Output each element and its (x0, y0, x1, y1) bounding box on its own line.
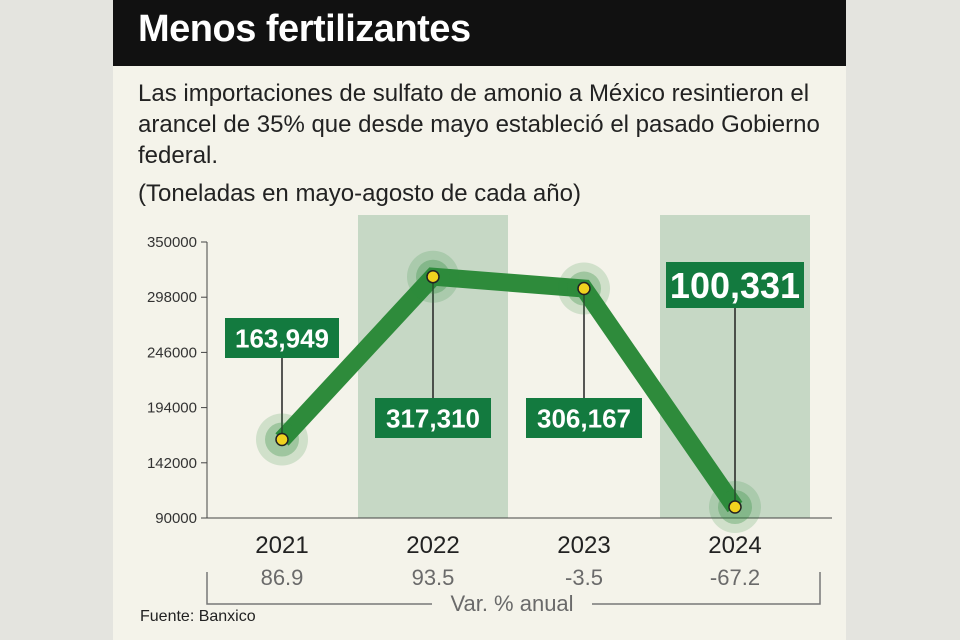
value-label: 306,167 (537, 403, 631, 433)
title-bar (113, 0, 846, 66)
value-label-box (666, 262, 804, 308)
x-tick-label: 2024 (708, 532, 761, 559)
value-label-box (375, 398, 491, 438)
data-point (728, 500, 742, 514)
y-tick-label: 246000 (147, 344, 197, 361)
chart-title: Menos fertilizantes (138, 8, 471, 50)
y-tick-label: 298000 (147, 289, 197, 306)
chart-subtitle: Las importaciones de sulfato de amonio a… (138, 80, 820, 169)
source-note: Fuente: Banxico (140, 608, 256, 625)
y-tick-label: 350000 (147, 234, 197, 251)
series-line (275, 267, 743, 513)
var-value: 93.5 (412, 565, 455, 590)
value-label-box (526, 398, 642, 438)
x-tick-label: 2022 (406, 532, 459, 559)
x-tick-label: 2023 (557, 532, 610, 559)
var-bracket-left (206, 572, 432, 605)
x-tick-label: 2021 (255, 532, 308, 559)
y-tick-label: 142000 (147, 455, 197, 472)
value-label-box (225, 318, 339, 358)
value-label: 100,331 (670, 265, 800, 306)
data-point (426, 269, 440, 284)
var-value: -3.5 (565, 565, 603, 590)
data-point (275, 432, 289, 447)
data-point (577, 281, 591, 296)
var-value: -67.2 (710, 565, 760, 590)
value-label: 163,949 (235, 323, 329, 353)
unit-note: (Toneladas en mayo-agosto de cada año) (138, 180, 581, 207)
var-axis-label: Var. % anual (450, 591, 573, 616)
var-bracket-right (592, 572, 821, 605)
y-tick-label: 194000 (147, 400, 197, 417)
y-tick-label: 90000 (155, 510, 197, 527)
value-label: 317,310 (386, 403, 480, 433)
var-value: 86.9 (261, 565, 304, 590)
